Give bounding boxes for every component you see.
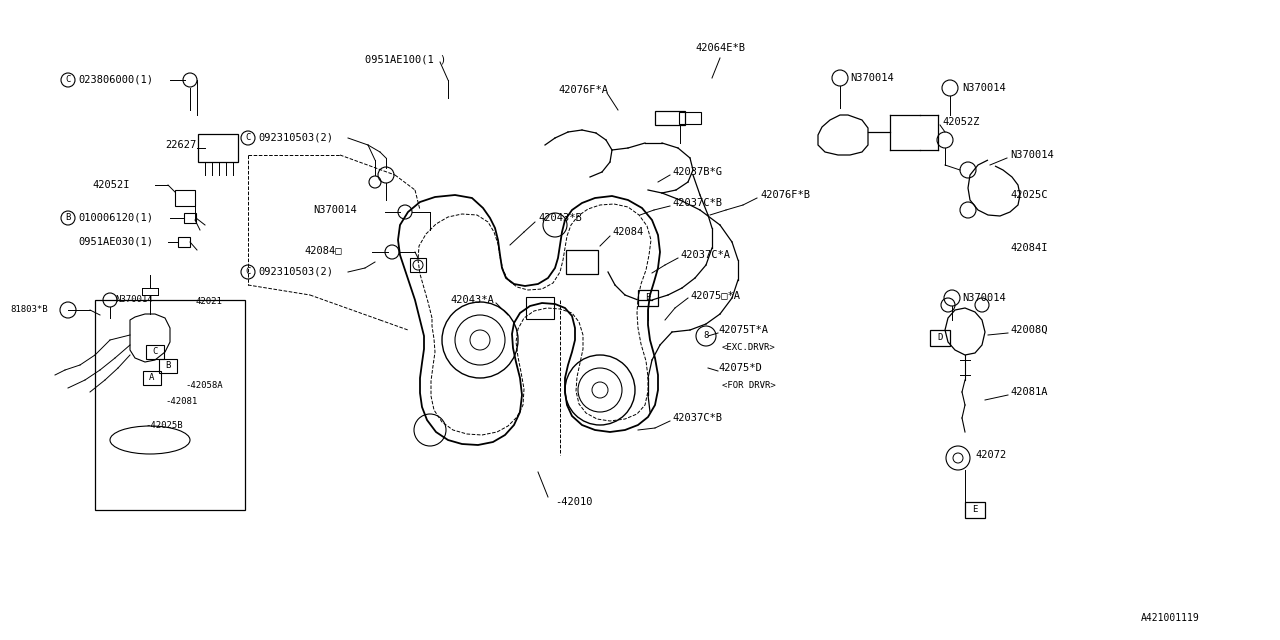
Text: 42084I: 42084I bbox=[1010, 243, 1047, 253]
Text: 42072: 42072 bbox=[975, 450, 1006, 460]
Text: 0951AE030(1): 0951AE030(1) bbox=[78, 237, 154, 247]
Text: B: B bbox=[165, 362, 170, 371]
Text: 42021: 42021 bbox=[195, 298, 221, 307]
Bar bbox=[566, 250, 598, 274]
Text: 42084□: 42084□ bbox=[305, 245, 342, 255]
Text: 092310503(2): 092310503(2) bbox=[259, 133, 333, 143]
Text: C: C bbox=[246, 134, 251, 143]
Text: C: C bbox=[152, 348, 157, 356]
Text: 42076F*B: 42076F*B bbox=[760, 190, 810, 200]
Text: 8: 8 bbox=[703, 332, 709, 340]
Text: 42076F*A: 42076F*A bbox=[558, 85, 608, 95]
Text: 42064E*B: 42064E*B bbox=[695, 43, 745, 53]
Text: A: A bbox=[150, 374, 155, 383]
Text: 42037B*G: 42037B*G bbox=[672, 167, 722, 177]
Text: C: C bbox=[246, 268, 251, 276]
Bar bbox=[178, 237, 189, 247]
Text: 42037C*B: 42037C*B bbox=[672, 413, 722, 423]
Bar bbox=[655, 111, 685, 125]
Bar bbox=[95, 300, 244, 510]
Text: 22627: 22627 bbox=[165, 140, 196, 150]
Text: N370014: N370014 bbox=[963, 293, 1006, 303]
Text: -42058A: -42058A bbox=[186, 381, 223, 390]
Text: B: B bbox=[65, 214, 70, 223]
Text: 42025C: 42025C bbox=[1010, 190, 1047, 200]
Text: 092310503(2): 092310503(2) bbox=[259, 267, 333, 277]
Text: <EXC.DRVR>: <EXC.DRVR> bbox=[722, 344, 776, 353]
Text: N370014: N370014 bbox=[314, 205, 357, 215]
Bar bbox=[198, 134, 238, 162]
Text: -42010: -42010 bbox=[556, 497, 593, 507]
Text: 42052Z: 42052Z bbox=[942, 117, 979, 127]
Text: 42075*D: 42075*D bbox=[718, 363, 762, 373]
Text: 42037C*B: 42037C*B bbox=[672, 198, 722, 208]
Text: 42008Q: 42008Q bbox=[1010, 325, 1047, 335]
Text: 023806000(1): 023806000(1) bbox=[78, 75, 154, 85]
Text: N370014: N370014 bbox=[1010, 150, 1053, 160]
Text: 42084: 42084 bbox=[612, 227, 644, 237]
Text: C: C bbox=[65, 76, 70, 84]
Text: E: E bbox=[973, 506, 978, 515]
Text: N370014: N370014 bbox=[115, 296, 152, 305]
Text: 42052I: 42052I bbox=[92, 180, 129, 190]
Text: E: E bbox=[645, 294, 650, 303]
Text: -42081: -42081 bbox=[165, 397, 197, 406]
Bar bbox=[143, 371, 161, 385]
Bar bbox=[184, 213, 196, 223]
Text: 42043*A: 42043*A bbox=[451, 295, 494, 305]
Bar bbox=[526, 297, 554, 319]
Bar bbox=[159, 359, 177, 373]
Text: 42043*B: 42043*B bbox=[538, 213, 581, 223]
Text: 42075□*A: 42075□*A bbox=[690, 290, 740, 300]
Bar bbox=[146, 345, 164, 359]
Text: N370014: N370014 bbox=[850, 73, 893, 83]
Text: 42081A: 42081A bbox=[1010, 387, 1047, 397]
Bar bbox=[931, 330, 950, 346]
Text: 010006120(1): 010006120(1) bbox=[78, 213, 154, 223]
Text: 81803*B: 81803*B bbox=[10, 305, 47, 314]
Bar bbox=[175, 190, 195, 206]
Text: D: D bbox=[937, 333, 942, 342]
Text: 42075T*A: 42075T*A bbox=[718, 325, 768, 335]
Text: A421001119: A421001119 bbox=[1142, 613, 1201, 623]
Bar bbox=[637, 290, 658, 306]
Text: -42025B: -42025B bbox=[145, 422, 183, 431]
Text: N370014: N370014 bbox=[963, 83, 1006, 93]
Text: 42037C*A: 42037C*A bbox=[680, 250, 730, 260]
Bar bbox=[410, 258, 426, 272]
Bar bbox=[965, 502, 986, 518]
Text: <FOR DRVR>: <FOR DRVR> bbox=[722, 381, 776, 390]
Text: 0951AE100(1 ): 0951AE100(1 ) bbox=[365, 55, 447, 65]
Bar bbox=[678, 112, 701, 124]
